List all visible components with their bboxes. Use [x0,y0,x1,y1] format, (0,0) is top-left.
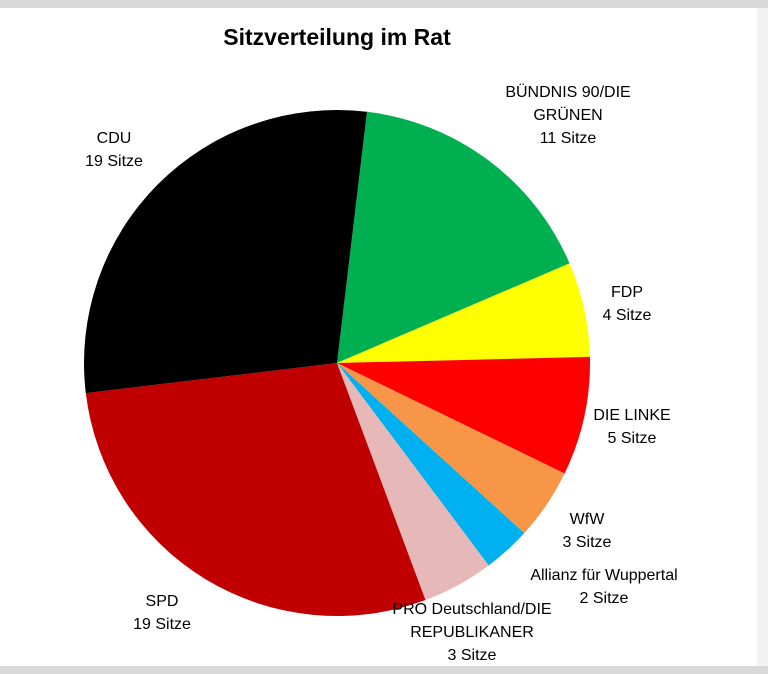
pie-slice [337,111,570,363]
pie-slice [85,363,426,616]
chart-title: Sitzverteilung im Rat [223,24,451,50]
bottom-frame [0,666,768,674]
value-label: 19 Sitze [133,616,191,633]
pie-slice [337,363,525,566]
pie-slice [337,356,591,474]
slice-label: Allianz für Wuppertal 2 Sitze [504,564,704,610]
category-label: Allianz für Wuppertal [530,567,678,584]
slice-label: BÜNDNIS 90/DIE GRÜNEN 11 Sitze [498,81,638,150]
pie-slice [337,363,565,534]
value-label: 2 Sitze [579,590,629,607]
pie-slice [337,363,489,601]
value-label: 4 Sitze [602,307,652,324]
slice-label: PRO Deutschland/DIE REPUBLIKANER 3 Sitze [385,598,560,667]
slice-label: DIE LINKE 5 Sitze [552,404,712,450]
slice-label: SPD 19 Sitze [82,590,242,636]
value-label: 11 Sitze [539,130,597,147]
slice-label: WfW 3 Sitze [507,508,667,554]
value-label: 5 Sitze [607,430,657,447]
pie-slice [337,263,590,363]
category-label: PRO Deutschland/DIE REPUBLIKANER [392,601,552,641]
value-label: 3 Sitze [562,534,612,551]
category-label: WfW [569,511,605,528]
pie-slice [83,109,367,394]
top-frame [0,0,768,8]
slice-label: FDP 4 Sitze [547,281,707,327]
category-label: SPD [145,593,179,610]
value-label: 19 Sitze [85,153,143,170]
slice-label: CDU 19 Sitze [34,127,194,173]
right-frame [757,8,768,666]
category-label: CDU [96,130,132,147]
category-label: DIE LINKE [593,407,671,424]
category-label: BÜNDNIS 90/DIE GRÜNEN [505,84,631,124]
category-label: FDP [611,284,643,301]
value-label: 3 Sitze [447,647,497,664]
